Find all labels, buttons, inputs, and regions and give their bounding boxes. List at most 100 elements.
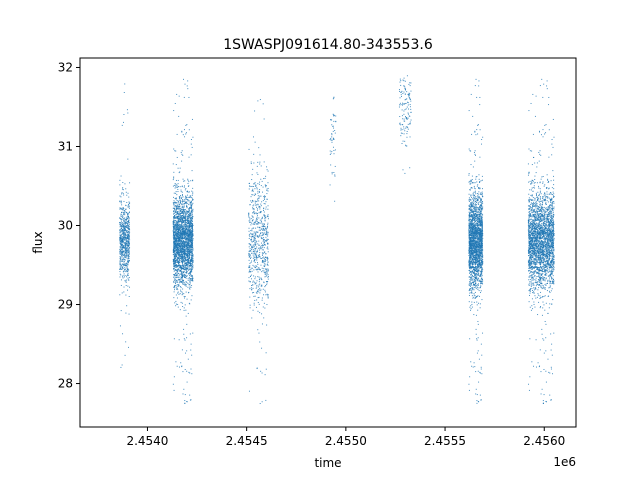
data-point [264, 261, 266, 263]
data-point [190, 207, 192, 209]
data-point [120, 202, 122, 204]
data-point [128, 207, 130, 209]
data-point [176, 260, 178, 262]
data-point [124, 220, 126, 222]
data-point [263, 224, 265, 226]
data-point [172, 202, 174, 204]
data-point [190, 200, 192, 202]
data-point [257, 190, 259, 192]
data-point [261, 285, 263, 287]
data-point [128, 245, 130, 247]
data-point [128, 246, 130, 248]
data-point [122, 209, 124, 211]
data-point [267, 296, 269, 298]
data-point [473, 294, 475, 296]
data-point [127, 222, 129, 224]
data-point [124, 263, 126, 265]
data-point [119, 238, 121, 240]
data-point [481, 255, 483, 257]
data-point [184, 231, 186, 233]
data-point [184, 243, 186, 245]
data-point [184, 234, 186, 236]
data-point [191, 256, 193, 258]
data-point [121, 253, 123, 255]
data-point [190, 274, 192, 276]
data-point [185, 227, 187, 229]
data-point [182, 253, 184, 255]
data-point [476, 286, 478, 288]
data-point [184, 244, 186, 246]
data-point [178, 285, 180, 287]
data-point [127, 252, 129, 254]
data-point [185, 225, 187, 227]
data-point [189, 333, 191, 335]
data-point [187, 242, 189, 244]
data-point [183, 218, 185, 220]
data-point [128, 255, 130, 257]
data-point [177, 291, 179, 293]
data-point [177, 281, 179, 283]
data-point [128, 212, 130, 214]
data-point [187, 194, 189, 196]
data-point [263, 247, 265, 249]
data-point [174, 241, 176, 243]
data-point [260, 185, 262, 187]
data-point [188, 223, 190, 225]
data-point [177, 252, 179, 254]
data-point [191, 221, 193, 223]
data-point [261, 401, 263, 403]
data-point [255, 184, 257, 186]
data-point [175, 255, 177, 257]
data-point [257, 198, 259, 200]
data-point [248, 280, 250, 282]
data-point [124, 255, 126, 257]
data-point [251, 260, 253, 262]
data-point [179, 226, 181, 228]
data-point [261, 271, 263, 273]
data-point [181, 259, 183, 261]
data-point [252, 240, 254, 242]
data-point [189, 233, 191, 235]
data-point [265, 269, 267, 271]
data-point [255, 240, 257, 242]
data-point [177, 240, 179, 242]
data-point [259, 252, 261, 254]
data-point [178, 244, 180, 246]
data-point [126, 236, 128, 238]
data-point [190, 264, 192, 266]
data-point [254, 250, 256, 252]
data-point [474, 248, 476, 250]
data-point [186, 251, 188, 253]
data-point [174, 245, 176, 247]
data-point [478, 210, 480, 212]
data-point [184, 201, 186, 203]
data-point [472, 366, 474, 368]
data-point [174, 197, 176, 199]
data-point [185, 124, 187, 126]
data-point [248, 259, 250, 261]
data-point [260, 237, 262, 239]
data-point [178, 196, 180, 198]
data-point [178, 241, 180, 243]
data-point [399, 102, 401, 104]
data-point [175, 254, 177, 256]
data-point [173, 249, 175, 251]
data-point [177, 220, 179, 222]
data-point [188, 229, 190, 231]
data-point [186, 254, 188, 256]
data-point [469, 216, 471, 218]
data-point [173, 205, 175, 207]
data-point [188, 219, 190, 221]
data-point [189, 239, 191, 241]
data-point [265, 232, 267, 234]
data-point [177, 247, 179, 249]
data-point [180, 197, 182, 199]
data-point [262, 260, 264, 262]
data-point [172, 259, 174, 261]
data-point [177, 269, 179, 271]
data-point [178, 293, 180, 295]
data-point [173, 220, 175, 222]
data-point [180, 191, 182, 193]
data-point [265, 186, 267, 188]
data-point [188, 239, 190, 241]
